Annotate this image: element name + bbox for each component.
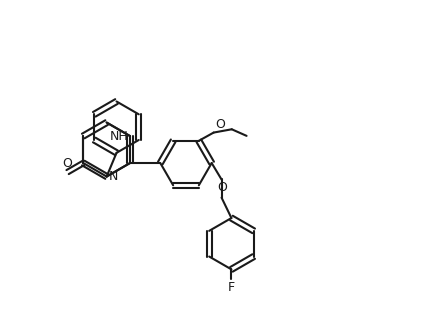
- Text: O: O: [63, 157, 73, 170]
- Text: NH: NH: [110, 129, 128, 142]
- Text: O: O: [217, 181, 227, 194]
- Text: O: O: [215, 118, 225, 131]
- Text: N: N: [108, 170, 118, 183]
- Text: F: F: [228, 281, 235, 294]
